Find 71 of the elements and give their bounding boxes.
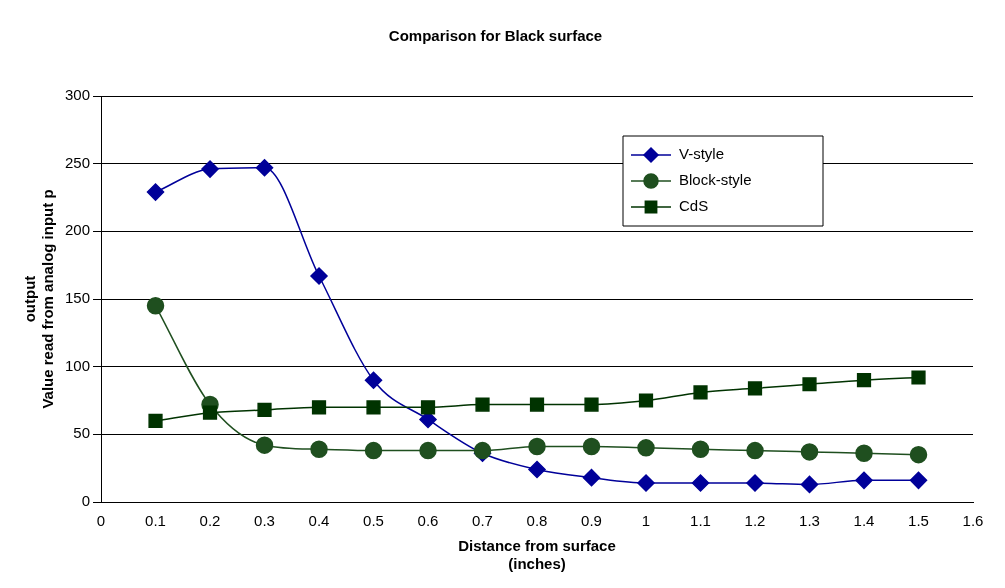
chart-title: Comparison for Black surface bbox=[388, 27, 603, 45]
legend-label: Block-style bbox=[679, 171, 752, 189]
point bbox=[802, 377, 817, 392]
x-tick-label: 0.1 bbox=[145, 512, 166, 530]
x-tick-label: 0 bbox=[96, 512, 106, 530]
legend-label: CdS bbox=[679, 197, 709, 215]
x-tick-label: 1.5 bbox=[908, 512, 929, 530]
point bbox=[911, 370, 926, 385]
point bbox=[746, 441, 764, 460]
y-tick-label: 200 bbox=[65, 221, 91, 239]
point bbox=[638, 393, 654, 408]
x-tick-label: 1.4 bbox=[853, 512, 875, 530]
point bbox=[855, 444, 873, 463]
point bbox=[747, 381, 763, 396]
point bbox=[528, 437, 546, 456]
y-tick-label: 100 bbox=[65, 356, 91, 374]
point bbox=[909, 471, 928, 490]
x-tick-label: 0.9 bbox=[581, 512, 602, 530]
point bbox=[310, 440, 328, 458]
point bbox=[637, 474, 655, 492]
point bbox=[475, 397, 490, 412]
point bbox=[148, 413, 163, 428]
point bbox=[529, 397, 545, 412]
point bbox=[691, 474, 710, 492]
point bbox=[800, 443, 819, 461]
point bbox=[637, 439, 655, 457]
y-tick-label: 0 bbox=[81, 492, 91, 510]
x-tick-label: 1.6 bbox=[962, 512, 984, 530]
point bbox=[800, 475, 819, 494]
point bbox=[146, 183, 165, 201]
point bbox=[255, 158, 274, 177]
point bbox=[202, 405, 218, 420]
y-tick-label: 250 bbox=[65, 153, 91, 171]
y-tick-label: 50 bbox=[73, 424, 91, 442]
point bbox=[201, 160, 219, 178]
x-tick-label: 0.8 bbox=[526, 512, 548, 530]
x-tick-label: 0.4 bbox=[308, 512, 330, 530]
point bbox=[528, 460, 546, 479]
x-tick-label: 0.7 bbox=[472, 512, 493, 530]
y-axis-title: output Value read from analog input p bbox=[21, 189, 57, 409]
x-tick-label: 1 bbox=[641, 512, 651, 530]
x-tick-label: 0.6 bbox=[417, 512, 439, 530]
point bbox=[146, 297, 165, 315]
point bbox=[856, 373, 872, 388]
point bbox=[582, 437, 601, 456]
point bbox=[364, 441, 383, 460]
point bbox=[311, 400, 327, 415]
x-tick-label: 0.5 bbox=[363, 512, 384, 530]
point bbox=[420, 400, 436, 415]
point bbox=[310, 267, 328, 285]
x-tick-label: 1.3 bbox=[799, 512, 820, 530]
point bbox=[582, 468, 601, 487]
x-tick-label: 0.2 bbox=[199, 512, 221, 530]
point bbox=[419, 441, 437, 460]
x-tick-label: 1.1 bbox=[690, 512, 711, 530]
y-tick-label: 300 bbox=[65, 86, 91, 104]
point bbox=[693, 385, 708, 400]
point bbox=[746, 474, 764, 492]
point bbox=[257, 402, 272, 418]
x-axis-title: Distance from surface (inches) bbox=[458, 537, 616, 573]
point bbox=[366, 400, 381, 415]
x-tick-label: 0.3 bbox=[254, 512, 275, 530]
point bbox=[255, 436, 274, 454]
x-tick-label: 1.2 bbox=[744, 512, 766, 530]
point bbox=[691, 440, 710, 458]
y-tick-label: 150 bbox=[65, 289, 91, 307]
point bbox=[364, 371, 383, 389]
point bbox=[855, 471, 873, 490]
legend-label: V-style bbox=[679, 145, 725, 163]
point bbox=[584, 397, 599, 412]
point bbox=[909, 445, 928, 464]
